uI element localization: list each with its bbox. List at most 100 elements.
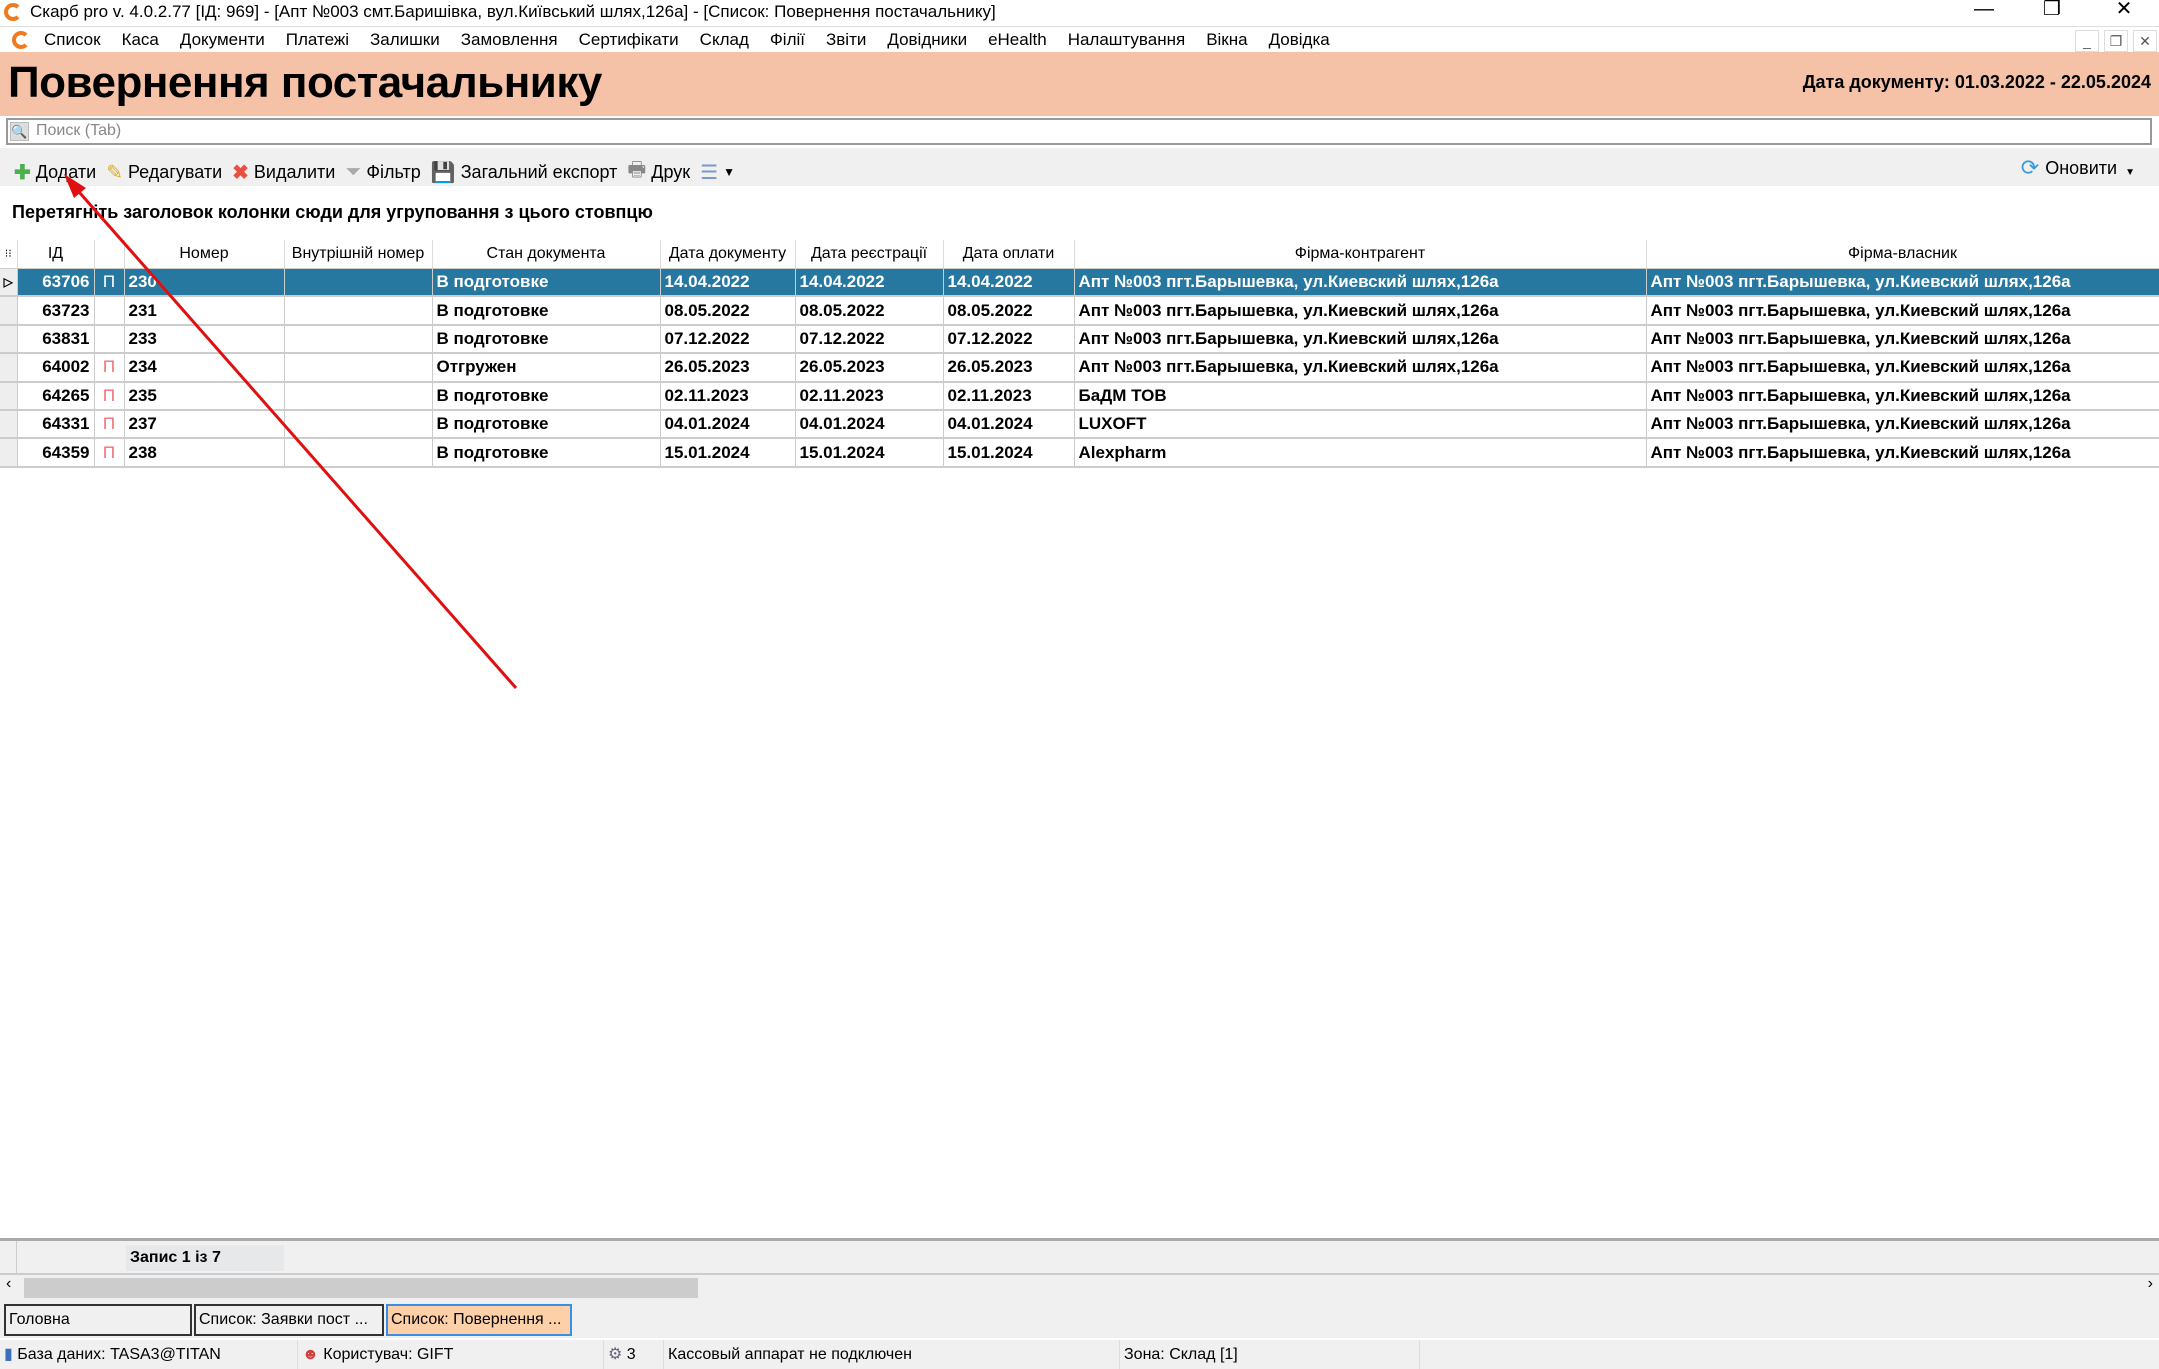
minimize-icon[interactable]: — [1974, 0, 1994, 20]
cell-number: 238 [124, 438, 285, 468]
column-counterparty[interactable]: Фірма-контрагент [1074, 240, 1647, 269]
cell-internal-number [284, 381, 433, 411]
save-disk-icon: 💾 [430, 161, 456, 184]
menu-item[interactable]: Довідники [887, 30, 968, 49]
cell-pay-date: 14.04.2022 [943, 268, 1075, 298]
scroll-right-icon[interactable]: › [2147, 1275, 2153, 1292]
table-row[interactable]: 64359 П 238 В подготовке 15.01.2024 15.01.202… [0, 438, 2159, 468]
row-indicator[interactable] [0, 438, 18, 468]
close-icon[interactable]: ✕ [2115, 0, 2133, 20]
refresh-button[interactable]: ⟳ Оновити ▼ [2021, 155, 2135, 181]
menu-item[interactable]: Склад [699, 30, 749, 49]
group-by-panel[interactable]: Перетягніть заголовок колонки сюди для у… [12, 202, 653, 222]
row-indicator[interactable] [0, 324, 18, 355]
cell-pay-date: 04.01.2024 [943, 409, 1075, 440]
cell-internal-number [284, 438, 433, 468]
cell-doc-date: 14.04.2022 [660, 268, 796, 298]
row-indicator[interactable] [0, 381, 18, 411]
mdi-restore-icon[interactable]: ❐ [2104, 30, 2128, 52]
cell-flag: П [94, 353, 125, 383]
table-row[interactable]: 64331 П 237 В подготовке 04.01.2024 04.01.202… [0, 409, 2159, 440]
search-input[interactable]: 🔍 Поиск (Tab) [6, 118, 2152, 145]
menu-item[interactable]: Документи [179, 30, 265, 49]
cell-id: 64331 [17, 409, 95, 440]
refresh-label: Оновити [2045, 157, 2118, 178]
cell-counterparty: LUXOFT [1074, 409, 1647, 440]
record-counter: Запис 1 із 7 [126, 1245, 284, 1271]
cell-owner: Апт №003 пгт.Барышевка, ул.Киевский шлях… [1646, 353, 2159, 383]
cell-internal-number [284, 296, 433, 326]
cell-reg-date: 15.01.2024 [795, 438, 944, 468]
column-flag[interactable] [94, 240, 125, 269]
print-button[interactable]: 🖶 Друк [627, 155, 690, 189]
delete-button[interactable]: ✖ Видалити [232, 160, 335, 185]
cell-counterparty: Alexpharm [1074, 438, 1647, 468]
user-icon: ☻ [302, 1346, 319, 1363]
column-owner[interactable]: Фірма-власник [1646, 240, 2159, 269]
dropdown-arrow-icon: ▼ [723, 165, 735, 179]
cell-doc-date: 15.01.2024 [660, 438, 796, 468]
date-range[interactable]: Дата документу: 01.03.2022 - 22.05.2024 [1802, 72, 2151, 92]
table-row[interactable]: 64002 П 234 Отгружен 26.05.2023 26.05.2023 26.… [0, 353, 2159, 383]
cell-id: 64002 [17, 353, 95, 383]
count-label: 3 [626, 1346, 636, 1363]
column-id[interactable]: ІД [17, 240, 95, 269]
export-button[interactable]: 💾 Загальний експорт [431, 160, 618, 185]
tab-main[interactable]: Головна [4, 1304, 192, 1336]
add-button[interactable]: ✚ Додати [14, 160, 96, 185]
scroll-left-icon[interactable]: ‹ [6, 1275, 12, 1292]
cell-reg-date: 08.05.2022 [795, 296, 944, 326]
menu-item[interactable]: eHealth [988, 30, 1047, 49]
window-tabs: Головна Список: Заявки пост ... Список: … [0, 1298, 2159, 1338]
data-grid: ⁝⁝ ІД Номер Внутрішній номер Стан документа Д… [0, 240, 2159, 468]
table-row[interactable]: 63723 231 В подготовке 08.05.2022 08.05.2022… [0, 296, 2159, 326]
cell-number: 231 [124, 296, 285, 326]
menu-item[interactable]: Звіти [826, 30, 867, 49]
row-indicator[interactable] [0, 296, 18, 326]
menu-item[interactable]: Список [44, 30, 101, 49]
menu-item[interactable]: Довідка [1268, 30, 1330, 49]
table-row[interactable]: ▷ 63706 П 230 В подготовке 14.04.2022 14.04.20… [0, 268, 2159, 298]
tab-supplier-requests[interactable]: Список: Заявки пост ... [194, 1304, 384, 1336]
maximize-icon[interactable]: ❐ [2043, 0, 2061, 20]
table-row[interactable]: 63831 233 В подготовке 07.12.2022 07.12.2022… [0, 324, 2159, 355]
menu-item[interactable]: Налаштування [1067, 30, 1186, 49]
column-internal-number[interactable]: Внутрішній номер [284, 240, 433, 269]
cell-status: Отгружен [432, 353, 661, 383]
menu-item[interactable]: Каса [121, 30, 159, 49]
page-title: Повернення постачальнику [8, 58, 602, 107]
row-indicator-icon[interactable]: ▷ [0, 268, 18, 298]
dropdown-arrow-icon[interactable]: ▼ [2125, 166, 2135, 178]
database-icon: ▮ [4, 1346, 13, 1363]
row-indicator[interactable] [0, 409, 18, 440]
scrollbar-thumb[interactable] [24, 1278, 698, 1298]
menu-item[interactable]: Замовлення [460, 30, 558, 49]
cell-reg-date: 14.04.2022 [795, 268, 944, 298]
cell-pay-date: 02.11.2023 [943, 381, 1075, 411]
menu-item[interactable]: Вікна [1206, 30, 1248, 49]
columns-menu-button[interactable]: ☰ ▼ [700, 160, 735, 185]
filter-button[interactable]: ⏷ Фільтр [345, 161, 420, 184]
cell-reg-date: 26.05.2023 [795, 353, 944, 383]
column-pay-date[interactable]: Дата оплати [943, 240, 1075, 269]
column-number[interactable]: Номер [124, 240, 285, 269]
row-indicator[interactable] [0, 353, 18, 383]
column-doc-date[interactable]: Дата документу [660, 240, 796, 269]
menu-item[interactable]: Платежі [285, 30, 350, 49]
menu-item[interactable]: Філії [769, 30, 805, 49]
add-label: Додати [35, 161, 97, 182]
column-status[interactable]: Стан документа [432, 240, 661, 269]
menu-item[interactable]: Сертифікати [578, 30, 679, 49]
cell-owner: Апт №003 пгт.Барышевка, ул.Киевский шлях… [1646, 438, 2159, 468]
tab-supplier-returns[interactable]: Список: Повернення ... [386, 1304, 572, 1336]
search-icon: 🔍 [10, 122, 29, 141]
column-reg-date[interactable]: Дата реєстрації [795, 240, 944, 269]
mdi-close-icon[interactable]: ✕ [2133, 30, 2157, 52]
table-row[interactable]: 64265 П 235 В подготовке 02.11.2023 02.11.202… [0, 381, 2159, 411]
column-chooser-icon[interactable]: ⁝⁝ [0, 240, 18, 269]
title-bar: Скарб pro v. 4.0.2.77 [ІД: 969] - [Апт №… [0, 0, 2159, 26]
mdi-minimize-icon[interactable]: _ [2075, 30, 2099, 52]
horizontal-scrollbar[interactable]: ‹ › [0, 1273, 2159, 1298]
edit-button[interactable]: ✎ Редагувати [106, 160, 222, 185]
menu-item[interactable]: Залишки [370, 30, 440, 49]
